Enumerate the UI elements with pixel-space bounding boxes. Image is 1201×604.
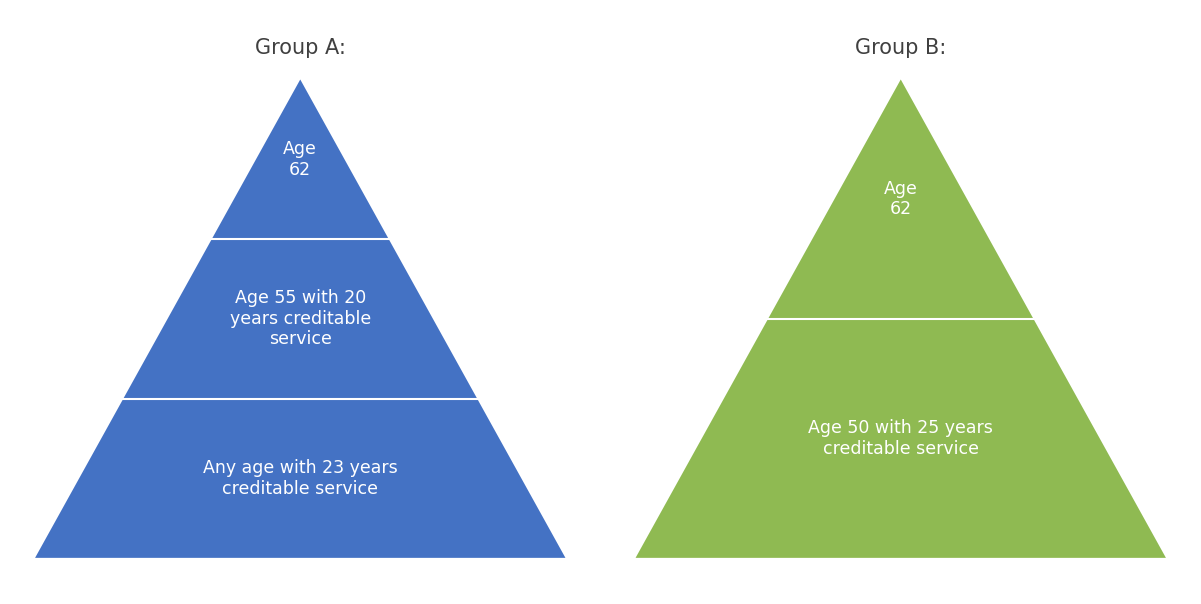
- Text: Any age with 23 years
creditable service: Any age with 23 years creditable service: [203, 459, 398, 498]
- Text: Age 55 with 20
years creditable
service: Age 55 with 20 years creditable service: [229, 289, 371, 349]
- Text: Age
62: Age 62: [283, 140, 317, 179]
- Polygon shape: [124, 239, 477, 399]
- Polygon shape: [635, 319, 1166, 558]
- Polygon shape: [211, 80, 389, 239]
- Text: Group B:: Group B:: [855, 38, 946, 58]
- Polygon shape: [769, 80, 1033, 319]
- Text: Age 50 with 25 years
creditable service: Age 50 with 25 years creditable service: [808, 419, 993, 458]
- Polygon shape: [35, 399, 566, 558]
- Text: Age
62: Age 62: [884, 179, 918, 219]
- Text: Group A:: Group A:: [255, 38, 346, 58]
